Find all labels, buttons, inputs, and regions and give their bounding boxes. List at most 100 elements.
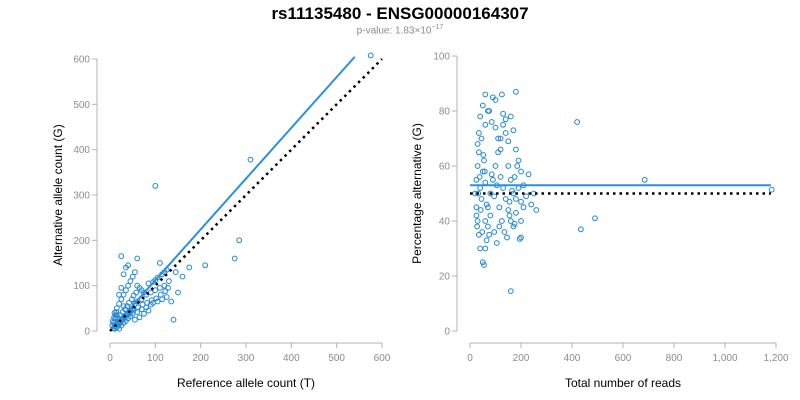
y-tick-label: 400 (73, 145, 90, 156)
data-point (135, 304, 142, 311)
y-tick-label: 500 (73, 100, 90, 111)
chart-title: rs11135480 - ENSG00000164307 (271, 4, 529, 23)
data-point (112, 312, 119, 319)
data-point (202, 262, 209, 269)
x-tick-label: 600 (374, 353, 391, 364)
data-point (533, 207, 540, 213)
data-point (514, 163, 521, 169)
data-point (170, 316, 177, 323)
data-point (118, 296, 125, 303)
data-point (510, 127, 517, 134)
data-point (505, 138, 512, 145)
data-point (481, 262, 487, 268)
data-point (479, 102, 486, 109)
data-point (134, 255, 141, 262)
data-point (523, 193, 529, 200)
data-point (479, 229, 486, 235)
data-point (127, 278, 134, 285)
data-point (120, 303, 127, 310)
data-point (125, 262, 132, 269)
data-point (520, 204, 527, 211)
data-point (478, 135, 485, 142)
data-point (126, 300, 132, 306)
y-tick-label: 80 (439, 107, 451, 118)
x-tick-label: 200 (513, 353, 530, 364)
data-point (478, 196, 485, 202)
data-point (505, 163, 512, 169)
data-point (516, 236, 523, 242)
data-point (165, 285, 171, 291)
x-tick-label: 600 (615, 353, 632, 364)
data-point (487, 212, 494, 219)
data-point (141, 289, 147, 296)
x-tick-label: 400 (283, 353, 300, 364)
data-point (497, 174, 504, 180)
data-point (141, 310, 147, 317)
data-point (477, 185, 484, 191)
data-point (490, 176, 496, 183)
data-point (496, 223, 503, 230)
data-point (518, 198, 524, 205)
data-point (116, 291, 122, 298)
data-point (491, 229, 498, 235)
data-point (473, 212, 480, 219)
scatter-panel-left: 0 100 200 300 400 500 600 0 100 200 300 400 500 600 Re… (51, 52, 391, 390)
data-point (479, 259, 486, 266)
data-point (113, 305, 120, 312)
y-tick-label: 60 (439, 162, 451, 173)
fit-line (109, 56, 356, 332)
data-point (488, 171, 495, 178)
y-axis-title: Alternative allele count (G) (51, 124, 65, 265)
data-point (485, 204, 491, 211)
data-point (492, 163, 499, 169)
data-point (118, 253, 125, 260)
data-point (518, 234, 524, 241)
reference-line (109, 58, 383, 332)
data-point (488, 119, 495, 125)
data-point (144, 300, 151, 306)
data-point (145, 307, 152, 314)
data-point (500, 110, 507, 117)
data-point (507, 288, 514, 295)
data-point (502, 130, 509, 136)
data-point (499, 218, 505, 224)
x-tick-label: 200 (192, 353, 209, 364)
data-point (482, 218, 489, 224)
data-point (525, 171, 532, 178)
data-point (247, 156, 254, 163)
y-tick-label: 300 (73, 191, 90, 202)
data-point (511, 174, 518, 180)
data-point (236, 237, 243, 244)
data-point (474, 223, 481, 230)
data-point (367, 52, 374, 59)
data-point (491, 193, 498, 200)
x-tick-label: 0 (467, 353, 473, 364)
data-point (513, 88, 519, 95)
data-point (231, 255, 238, 262)
data-point (481, 157, 487, 164)
data-point (476, 130, 482, 136)
data-point (163, 294, 170, 300)
data-point (154, 298, 161, 305)
data-point (109, 318, 116, 324)
data-point (513, 209, 519, 216)
data-point (496, 204, 503, 211)
data-point (515, 157, 522, 164)
data-point (132, 300, 138, 307)
data-point (486, 231, 493, 238)
data-point (125, 282, 132, 289)
data-point (510, 223, 517, 230)
data-point (477, 113, 484, 120)
data-point (497, 146, 504, 153)
data-point (502, 196, 509, 202)
data-point (179, 273, 186, 280)
data-point (157, 291, 164, 298)
data-point (574, 119, 580, 125)
data-point (507, 113, 514, 120)
y-tick-label: 200 (73, 236, 90, 247)
data-point (186, 264, 193, 271)
data-point (482, 121, 489, 128)
data-point (477, 245, 484, 252)
data-point (485, 223, 491, 230)
